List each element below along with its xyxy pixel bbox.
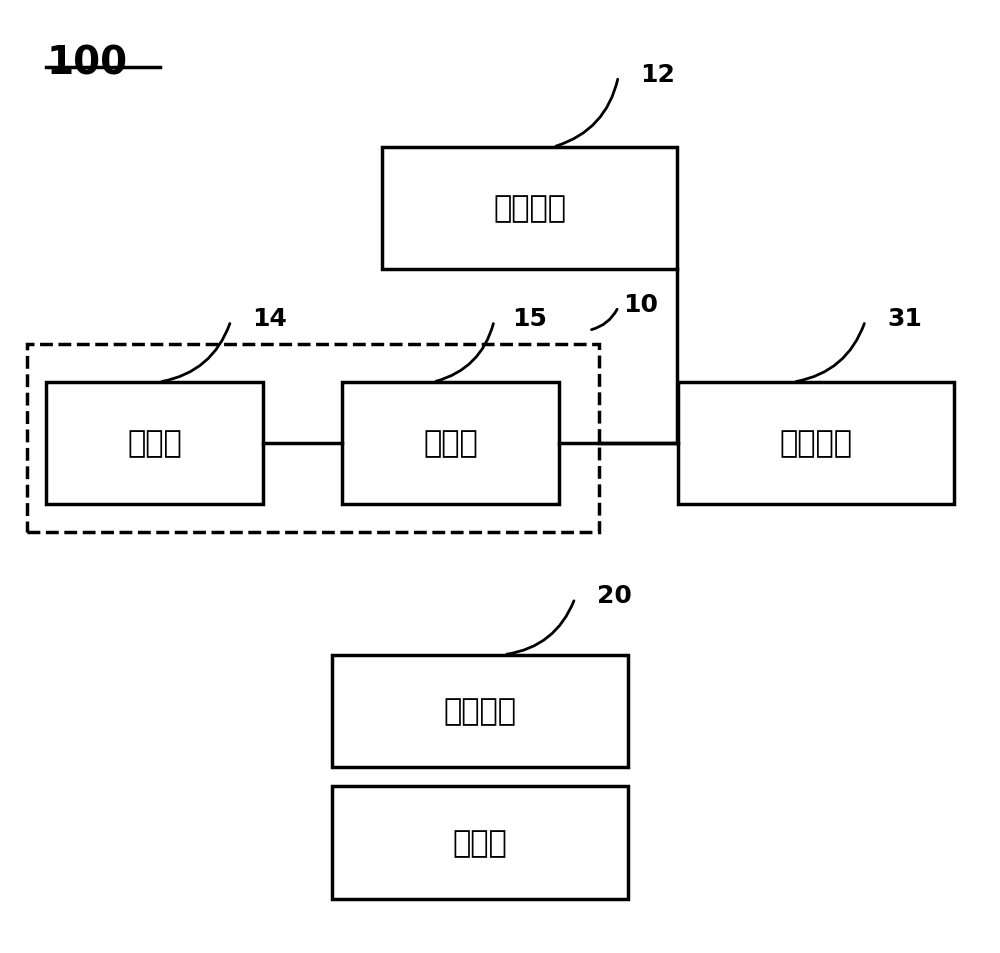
FancyBboxPatch shape xyxy=(332,786,628,899)
Text: 发电机: 发电机 xyxy=(423,429,478,458)
FancyBboxPatch shape xyxy=(382,148,677,270)
FancyBboxPatch shape xyxy=(46,382,263,505)
Text: 10: 10 xyxy=(623,293,658,316)
FancyBboxPatch shape xyxy=(332,655,628,767)
FancyBboxPatch shape xyxy=(342,382,559,505)
Text: 发动机: 发动机 xyxy=(127,429,182,458)
Text: 15: 15 xyxy=(512,307,547,331)
Text: 驱动电机: 驱动电机 xyxy=(779,429,852,458)
Text: 12: 12 xyxy=(640,63,675,87)
Text: 换电站: 换电站 xyxy=(453,828,508,858)
Text: 快换电池: 快换电池 xyxy=(444,697,517,726)
Text: 100: 100 xyxy=(46,45,128,83)
FancyBboxPatch shape xyxy=(678,382,954,505)
Text: 基础电池: 基础电池 xyxy=(493,194,566,223)
Text: 31: 31 xyxy=(887,307,922,331)
Text: 14: 14 xyxy=(252,307,287,331)
Text: 20: 20 xyxy=(597,584,632,608)
